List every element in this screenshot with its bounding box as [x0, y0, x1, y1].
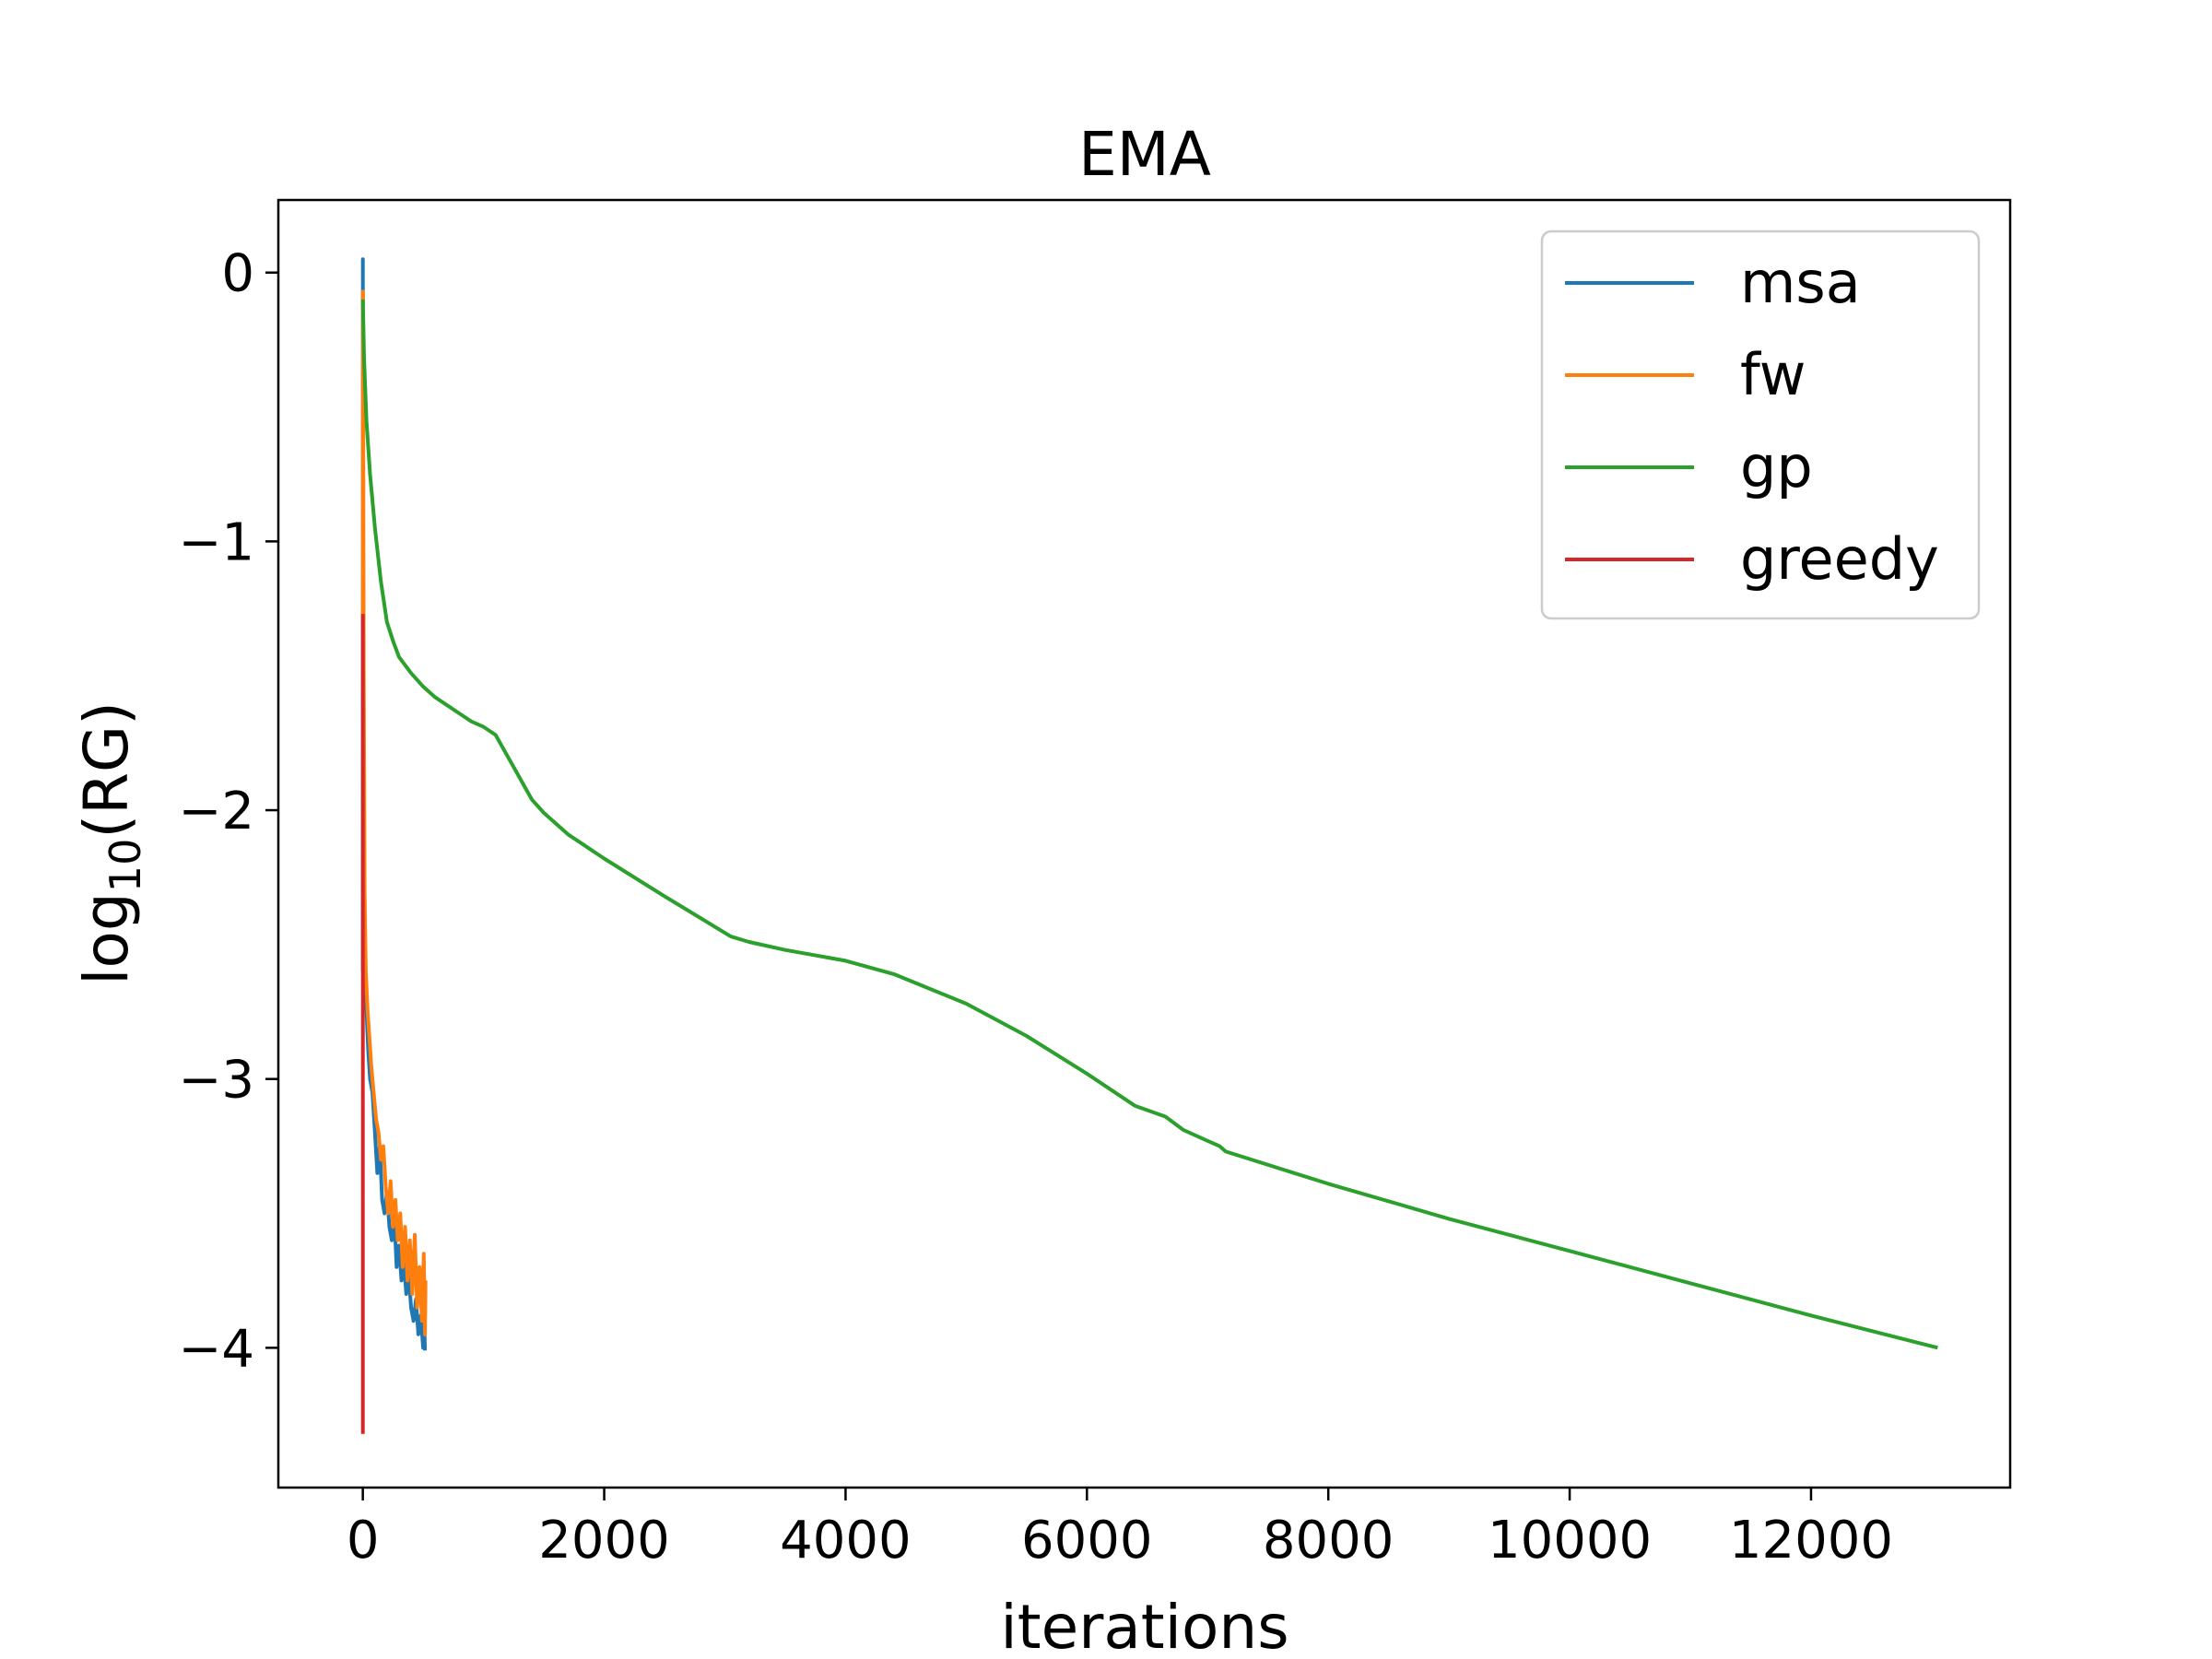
- x-tick-label: 12000: [1729, 1511, 1893, 1571]
- series-line-fw: [360, 289, 428, 1336]
- x-tick-label: 2000: [538, 1511, 670, 1571]
- y-tick-label: −4: [178, 1319, 254, 1379]
- legend: msa fw gp greedy: [1540, 229, 1981, 620]
- x-tick-label: 10000: [1488, 1511, 1652, 1571]
- legend-frame: [1540, 229, 1981, 620]
- x-tick-label: 0: [347, 1511, 380, 1571]
- chart-title: EMA: [1078, 119, 1211, 190]
- x-axis: 0 2000 4000 6000 8000 10000 12000: [347, 1488, 1893, 1571]
- y-tick-label: −2: [178, 782, 254, 841]
- y-axis: 0 −1 −2 −3 −4: [178, 244, 278, 1379]
- plot-frame: [276, 198, 2012, 1489]
- legend-label-greedy: greedy: [1740, 525, 1939, 593]
- x-tick-label: 8000: [1263, 1511, 1394, 1571]
- legend-label-msa: msa: [1740, 249, 1861, 316]
- series-line-msa: [360, 257, 428, 1351]
- x-tick-label: 6000: [1021, 1511, 1153, 1571]
- y-tick-label: −1: [178, 512, 254, 572]
- legend-label-fw: fw: [1740, 341, 1806, 408]
- x-tick-label: 4000: [780, 1511, 912, 1571]
- plot-area: [360, 257, 1938, 1434]
- x-axis-label: iterations: [1000, 1592, 1288, 1659]
- legend-label-gp: gp: [1740, 433, 1813, 500]
- y-tick-label: 0: [221, 244, 254, 304]
- y-tick-label: −3: [178, 1051, 254, 1111]
- series-layer: [360, 257, 1938, 1434]
- series-line-gp: [360, 299, 1938, 1350]
- y-axis-label: log10(RG): [71, 701, 150, 985]
